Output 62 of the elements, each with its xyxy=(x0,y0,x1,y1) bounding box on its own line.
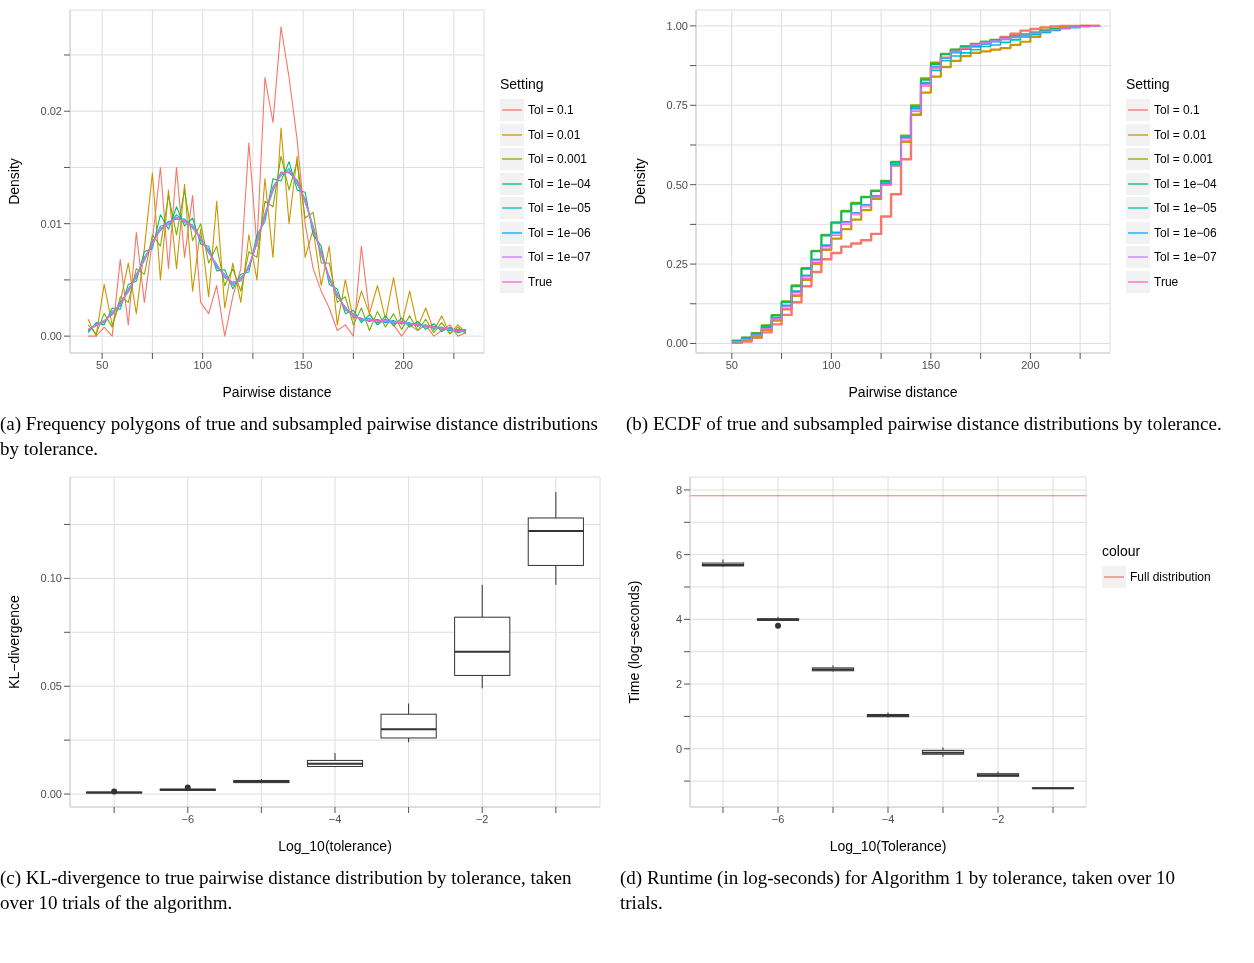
y-tick-label: 0 xyxy=(675,742,682,755)
legend-label: Tol = 1e−06 xyxy=(528,225,591,240)
x-tick-label: 100 xyxy=(822,358,841,371)
y-tick-label: 0.01 xyxy=(40,217,62,230)
legend-label: Tol = 1e−07 xyxy=(1154,250,1217,265)
legend-label: Tol = 0.1 xyxy=(1154,103,1200,118)
y-axis-title: Density xyxy=(5,158,22,205)
y-tick-label: 0.00 xyxy=(40,787,62,800)
legend-label: Tol = 0.1 xyxy=(528,103,574,118)
text: (c) KL-divergence to true pairwise distance distribution by tolerance, taken over 10 trials of the algorithm. xyxy=(0,866,573,915)
legend-label: True xyxy=(528,274,553,289)
legend-label: Full distribution xyxy=(1130,570,1211,585)
y-tick-label: 0.00 xyxy=(666,337,688,350)
x-tick-label: 150 xyxy=(921,358,941,371)
text: (d) Runtime (in log-seconds) for Algorithm 1 by tolerance, taken over 10 trials. xyxy=(620,866,1177,915)
y-tick-label: 0.75 xyxy=(666,99,688,112)
legend-label: Tol = 0.001 xyxy=(528,152,588,167)
x-tick-label: −6 xyxy=(771,812,785,825)
legend-label: Tol = 1e−04 xyxy=(1154,176,1217,191)
y-axis-title: KL−divergence xyxy=(5,594,22,689)
legend-title: Setting xyxy=(1126,76,1171,92)
legend-title: colour xyxy=(1102,543,1142,559)
x-tick-label: −2 xyxy=(991,812,1005,825)
y-tick-label: 0.10 xyxy=(40,572,62,585)
x-tick-label: −6 xyxy=(181,812,195,825)
x-tick-label: −2 xyxy=(475,812,489,825)
y-tick-label: 2 xyxy=(675,677,682,690)
legend-label: Tol = 1e−05 xyxy=(528,201,591,216)
y-tick-label: 0.02 xyxy=(40,105,62,118)
legend-label: Tol = 1e−04 xyxy=(528,176,591,191)
y-tick-label: 8 xyxy=(675,483,682,496)
legend-label: Tol = 1e−05 xyxy=(1154,201,1217,216)
text: (b) ECDF of true and subsampled pairwise distance distributions by tolerance. xyxy=(626,412,1223,436)
y-tick-label: 1.00 xyxy=(666,19,688,32)
x-axis-title: Pairwise distance xyxy=(848,384,958,400)
x-axis-title: Log_10(Tolerance) xyxy=(829,838,947,854)
x-tick-label: −4 xyxy=(328,812,342,825)
legend-title: Setting xyxy=(500,76,545,92)
legend-label: Tol = 0.01 xyxy=(1154,127,1207,142)
y-tick-label: 6 xyxy=(675,548,682,561)
x-tick-label: 50 xyxy=(96,358,109,371)
y-tick-label: 0.05 xyxy=(40,680,62,693)
x-tick-label: 150 xyxy=(293,358,313,371)
y-tick-label: 0.00 xyxy=(40,330,62,343)
x-tick-label: 50 xyxy=(725,358,738,371)
x-tick-label: −4 xyxy=(881,812,895,825)
legend-label: Tol = 0.001 xyxy=(1154,152,1214,167)
legend-label: Tol = 0.01 xyxy=(528,127,581,142)
x-axis-title: Pairwise distance xyxy=(222,384,332,400)
y-axis-title: Time (log−seconds) xyxy=(625,580,642,704)
y-tick-label: 4 xyxy=(675,613,682,626)
legend-label: Tol = 1e−06 xyxy=(1154,225,1217,240)
x-tick-label: 200 xyxy=(1021,358,1040,371)
y-tick-label: 0.25 xyxy=(666,257,688,270)
x-axis-title: Log_10(tolerance) xyxy=(278,838,392,854)
y-axis-title: Density xyxy=(631,158,648,205)
y-tick-label: 0.50 xyxy=(666,178,688,191)
x-tick-label: 200 xyxy=(394,358,413,371)
legend-label: Tol = 1e−07 xyxy=(528,250,591,265)
x-tick-label: 100 xyxy=(193,358,212,371)
text: (a) Frequency polygons of true and subsampled pairwise distance distributions by tolerance. xyxy=(0,412,599,461)
legend-label: True xyxy=(1154,274,1179,289)
